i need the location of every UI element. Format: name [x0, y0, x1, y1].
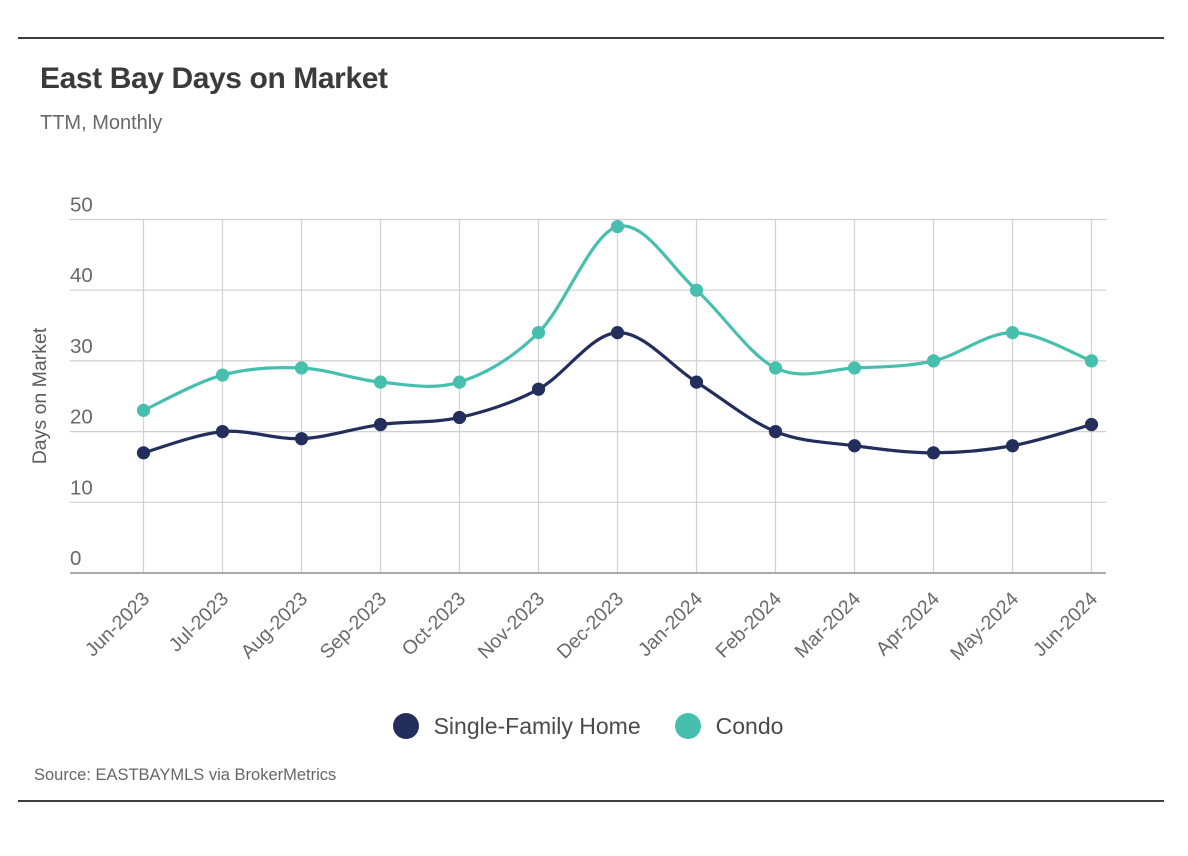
chart-title: East Bay Days on Market: [40, 62, 388, 95]
chart-subtitle: TTM, Monthly: [40, 112, 163, 134]
legend-swatch-single-family-icon: [392, 713, 419, 739]
source-attribution: Source: EASTBAYMLS via BrokerMetrics: [34, 766, 337, 784]
data-point-single-family-May-2024[interactable]: [1005, 439, 1020, 453]
legend-item-condo: Condo: [674, 712, 784, 740]
legend-swatch-condo-icon: [674, 713, 701, 739]
data-point-condo-Aug-2023[interactable]: [294, 361, 309, 375]
x-tick-label: Jun-2024: [1029, 588, 1102, 661]
data-point-single-family-Jun-2024[interactable]: [1084, 417, 1099, 432]
y-axis-title: Days on Market: [29, 327, 51, 464]
y-tick-label: 30: [70, 335, 93, 358]
data-point-single-family-Oct-2023[interactable]: [452, 410, 467, 425]
legend-label-single-family: Single-Family Home: [433, 712, 641, 739]
y-tick-label: 20: [70, 406, 93, 429]
legend-label-condo: Condo: [715, 712, 784, 739]
x-tick-label: Oct-2023: [398, 588, 470, 660]
data-point-single-family-Dec-2023[interactable]: [610, 326, 625, 340]
data-point-single-family-Jan-2024[interactable]: [689, 375, 704, 389]
data-point-condo-Nov-2023[interactable]: [531, 326, 546, 340]
data-point-single-family-Jul-2023[interactable]: [215, 425, 230, 439]
x-tick-label: Dec-2023: [553, 588, 628, 663]
y-tick-label: 40: [70, 264, 93, 287]
data-point-condo-Jun-2023[interactable]: [136, 403, 151, 417]
x-tick-label: May-2024: [946, 588, 1023, 665]
legend: Single-Family Home Condo: [70, 704, 1106, 748]
x-tick-label: Mar-2024: [790, 588, 865, 663]
data-point-single-family-Aug-2023[interactable]: [294, 432, 309, 446]
legend-item-single-family: Single-Family Home: [392, 712, 641, 740]
x-tick-label: Apr-2024: [872, 588, 944, 660]
data-point-condo-Jun-2024[interactable]: [1084, 354, 1099, 368]
bottom-rule: [18, 800, 1164, 802]
data-point-condo-Sep-2023[interactable]: [373, 375, 388, 389]
y-tick-label: 0: [70, 547, 81, 570]
data-point-single-family-Sep-2023[interactable]: [373, 417, 388, 432]
x-tick-label: Aug-2023: [237, 588, 312, 663]
data-point-single-family-Nov-2023[interactable]: [531, 382, 546, 396]
x-tick-label: Jan-2024: [634, 588, 707, 661]
data-point-single-family-Mar-2024[interactable]: [847, 439, 862, 453]
y-tick-label: 10: [70, 476, 93, 499]
x-tick-label: Nov-2023: [474, 588, 549, 663]
data-point-single-family-Feb-2024[interactable]: [768, 425, 783, 439]
data-point-condo-Feb-2024[interactable]: [768, 361, 783, 375]
data-point-condo-Dec-2023[interactable]: [610, 219, 625, 234]
data-point-condo-Jan-2024[interactable]: [689, 283, 704, 297]
data-point-condo-Oct-2023[interactable]: [452, 375, 467, 389]
data-point-condo-May-2024[interactable]: [1005, 326, 1020, 340]
x-tick-label: Sep-2023: [316, 588, 391, 663]
x-tick-label: Jul-2023: [165, 588, 233, 656]
y-tick-label: 50: [70, 194, 93, 217]
data-point-condo-Apr-2024[interactable]: [926, 354, 941, 368]
dom-chart-svg: 0 10 20 30 40 50 Jun-2023 Jul-2023 Aug-2023 Sep-2…: [29, 194, 1106, 665]
x-tick-label: Feb-2024: [711, 588, 786, 663]
data-point-condo-Jul-2023[interactable]: [215, 368, 230, 382]
data-point-single-family-Apr-2024[interactable]: [926, 446, 941, 460]
x-tick-label: Jun-2023: [81, 588, 154, 661]
data-point-single-family-Jun-2023[interactable]: [136, 446, 151, 460]
top-rule: [18, 37, 1164, 39]
data-point-condo-Mar-2024[interactable]: [847, 361, 862, 375]
